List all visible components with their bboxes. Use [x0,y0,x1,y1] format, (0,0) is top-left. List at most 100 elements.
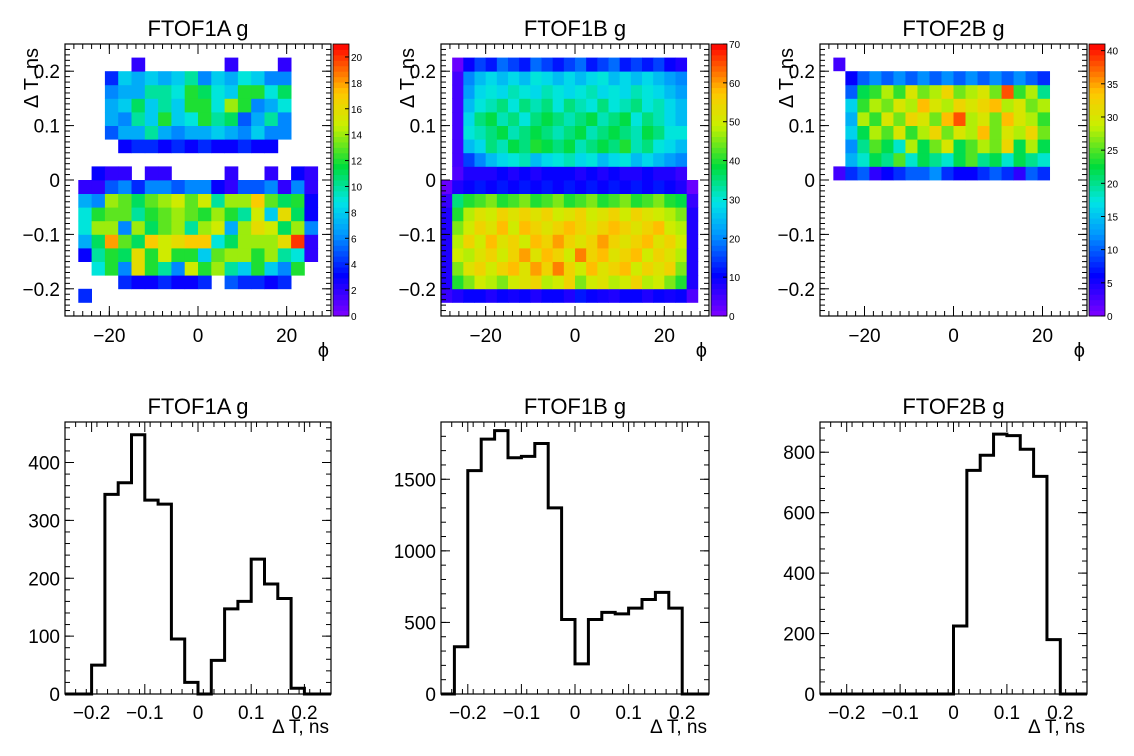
heatmap-cell [552,152,565,167]
heatmap-cell [131,112,146,126]
heatmap-cell [264,207,279,222]
colorbar-segment [1089,174,1105,181]
heatmap-cell [953,71,966,86]
colorbar-segment [711,190,727,197]
x-tick-label: 0 [570,326,581,347]
colorbar-segment [1089,267,1105,273]
heatmap-cell [664,180,676,194]
heatmap-cell [586,112,598,126]
heatmap-cell [597,98,609,113]
y-tick-label: 400 [783,564,815,585]
heatmap-cell [619,57,632,72]
y-tick-label: −0.2 [777,280,815,301]
histogram-bin [602,612,615,694]
heatmap-cell [184,234,199,249]
heatmap-cell [586,84,598,99]
heatmap-cell [519,152,531,167]
heatmap-cell [519,261,531,276]
heatmap-cell [653,166,665,181]
heatmap-cell [552,234,565,249]
heatmap-cell [1013,125,1026,140]
heatmap-cell [198,180,212,194]
heatmap-cell [642,248,654,262]
heatmap-cell [184,261,199,276]
heatmap-cell [508,261,520,276]
heatmap-cell [118,248,132,262]
heatmap-cell [224,248,239,262]
heatmap-cell [630,139,643,154]
heatmap-cell [224,180,239,194]
y-tick-label: 0 [804,171,815,192]
heatmap-cell [519,112,531,126]
heatmap-cell [686,220,699,235]
histogram-panel: −0.2 −0.1 0 0.1 0.2 0 200 400 600 800 FTOF2B g Δ T,… [783,394,1088,738]
heatmap-cell [664,152,676,167]
heatmap-cell [496,98,509,113]
heatmap-cell [251,71,265,86]
heatmap-cell [184,248,199,262]
heatmap-cell [1037,112,1051,126]
histogram-bin [454,647,467,694]
heatmap-cell [131,98,146,113]
heatmap-cell [530,98,542,113]
colorbar-segment [1089,223,1105,230]
heatmap-cell [941,139,954,154]
heatmap-cell [224,261,239,276]
colorbar-segment [1089,294,1105,301]
heatmap-cell [1001,152,1014,167]
heatmap-cell [452,139,464,154]
colorbar-segment [711,92,727,99]
heatmap-cell [608,275,621,290]
heatmap-cell [485,84,498,99]
heatmap-cell [857,125,870,140]
heatmap-cell [905,139,918,154]
colorbar-segment [1089,92,1105,99]
heatmap-cell [586,234,598,249]
colorbar-segment [1089,277,1105,284]
heatmap-cell [608,152,621,167]
heatmap-cell [184,84,199,99]
y-tick-label: 0.2 [789,62,815,83]
heatmap-cell [474,193,487,208]
heatmap-cell [575,261,587,276]
heatmap-cell [118,125,132,140]
heatmap-cell [441,234,453,249]
colorbar-segment [711,228,727,235]
colorbar-frame [332,43,350,317]
y-tick-label: 500 [404,613,436,634]
colorbar-segment [711,207,727,214]
heatmap-cell [642,152,654,167]
heatmap-cell [452,71,464,86]
heatmap-cell [158,248,172,262]
heatmap-cell [845,98,858,113]
heatmap-cell [869,84,882,99]
heatmap-cell [104,84,119,99]
heatmap-cell [563,125,576,140]
histogram-bin [508,458,521,694]
x-tick-label: 20 [1032,326,1053,347]
heatmap-cell [519,57,531,72]
heatmap-cell [563,152,576,167]
heatmap-cell [563,275,576,290]
colorbar-segment [711,125,727,132]
histogram-bin [642,600,655,694]
heatmap-cell [264,84,279,99]
heatmap-cell [965,139,978,154]
heatmap-cell [277,125,292,140]
heatmap-cell [608,220,621,235]
heatmap-cell [78,180,92,194]
x-tick-label: 0 [193,703,204,724]
heatmap-cell [653,84,665,99]
heatmap-cell [184,71,199,86]
heatmap-cell [277,112,292,126]
heatmap-cell [104,248,119,262]
heatmap-cell [474,98,487,113]
histogram-panel: −0.2 −0.1 0 0.1 0.2 0 100 200 300 400 FTOF1A g Δ T,… [28,394,332,738]
heatmap-cell [251,220,265,235]
heatmap-cell [237,193,252,208]
heatmap-cell [131,207,146,222]
heatmap-cell [198,125,212,140]
heatmap-cell [857,166,870,181]
heatmap-cell [881,98,894,113]
heatmap-cell [1001,84,1014,99]
